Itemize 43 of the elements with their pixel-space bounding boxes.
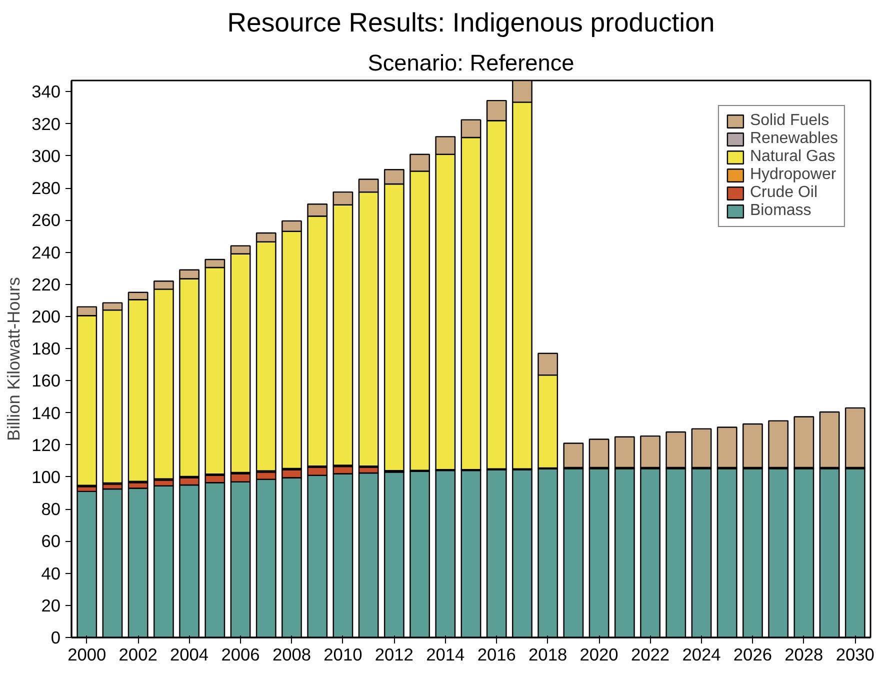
y-tick-label: 120 (32, 434, 61, 455)
x-tick-label: 2014 (426, 644, 466, 664)
x-tick-label: 2018 (528, 644, 568, 664)
legend-label: Natural Gas (750, 148, 836, 166)
legend-label: Solid Fuels (750, 112, 830, 130)
y-tick-label: 100 (32, 466, 61, 487)
x-tick-label: 2024 (682, 644, 722, 664)
chart-subtitle: Scenario: Reference (368, 50, 574, 76)
legend-label: Hydropower (750, 166, 836, 184)
y-tick-label: 260 (32, 210, 61, 230)
y-axis-title: Billion Kilowatt-Hours (4, 276, 24, 441)
x-tick-label: 2010 (324, 644, 362, 664)
x-tick-label: 2004 (170, 644, 209, 664)
y-tick-label: 40 (41, 563, 61, 584)
x-tick-label: 2030 (836, 644, 874, 664)
y-tick-label: 320 (32, 114, 61, 134)
y-tick-label: 240 (32, 242, 61, 262)
x-tick-label: 2020 (580, 644, 618, 664)
y-tick-label: 300 (32, 146, 61, 166)
y-tick-label: 340 (32, 82, 61, 102)
y-tick-label: 160 (32, 370, 61, 391)
y-tick-label: 0 (50, 628, 61, 648)
x-tick-label: 2002 (118, 644, 158, 664)
legend-label: Biomass (750, 202, 812, 220)
x-tick-label: 2028 (784, 644, 824, 664)
x-tick-label: 2016 (477, 644, 516, 664)
x-tick-label: 2006 (221, 644, 260, 664)
x-tick-label: 2008 (272, 644, 312, 664)
x-tick-label: 2000 (68, 644, 106, 664)
x-tick-label: 2022 (630, 644, 670, 664)
y-tick-label: 60 (41, 531, 61, 552)
chart-title: Resource Results: Indigenous production (227, 8, 715, 38)
legend-label: Renewables (750, 130, 838, 148)
y-tick-label: 220 (32, 274, 61, 294)
y-tick-label: 180 (32, 338, 61, 359)
y-tick-label: 140 (32, 402, 61, 423)
x-tick-label: 2012 (374, 644, 414, 664)
y-tick-label: 280 (32, 178, 61, 198)
y-tick-label: 20 (41, 595, 61, 616)
y-tick-label: 200 (32, 306, 61, 326)
x-tick-label: 2026 (733, 644, 772, 664)
y-tick-label: 80 (41, 499, 61, 520)
legend-label: Crude Oil (750, 184, 818, 202)
